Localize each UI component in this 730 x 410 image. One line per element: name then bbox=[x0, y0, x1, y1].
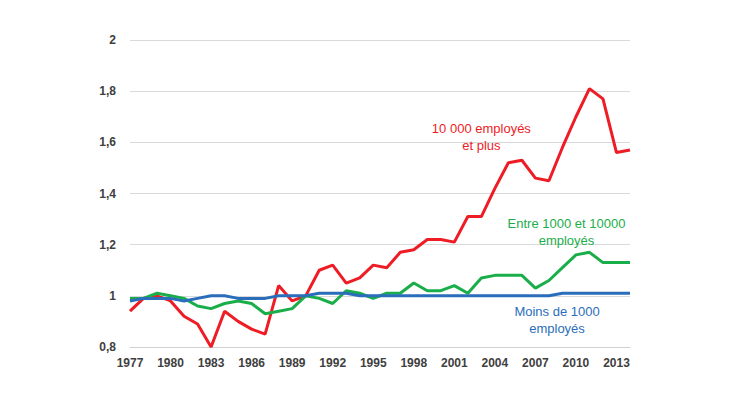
svg-text:2001: 2001 bbox=[441, 356, 468, 370]
svg-text:1,8: 1,8 bbox=[99, 84, 116, 98]
svg-text:1998: 1998 bbox=[400, 356, 427, 370]
svg-text:1980: 1980 bbox=[157, 356, 184, 370]
svg-text:1995: 1995 bbox=[360, 356, 387, 370]
svg-text:Moins de 1000: Moins de 1000 bbox=[514, 304, 599, 319]
svg-text:1989: 1989 bbox=[279, 356, 306, 370]
svg-text:employés: employés bbox=[539, 233, 595, 248]
svg-text:2: 2 bbox=[109, 33, 116, 47]
svg-text:1: 1 bbox=[109, 289, 116, 303]
svg-text:2007: 2007 bbox=[522, 356, 549, 370]
svg-text:1992: 1992 bbox=[319, 356, 346, 370]
svg-text:1,6: 1,6 bbox=[99, 135, 116, 149]
svg-text:1986: 1986 bbox=[238, 356, 265, 370]
svg-text:2004: 2004 bbox=[482, 356, 509, 370]
svg-text:2010: 2010 bbox=[563, 356, 590, 370]
svg-text:employés: employés bbox=[529, 321, 585, 336]
svg-text:1983: 1983 bbox=[198, 356, 225, 370]
svg-text:1,4: 1,4 bbox=[99, 187, 116, 201]
svg-text:1977: 1977 bbox=[117, 356, 144, 370]
svg-text:2013: 2013 bbox=[603, 356, 630, 370]
svg-text:0,8: 0,8 bbox=[99, 340, 116, 354]
svg-text:1,2: 1,2 bbox=[99, 238, 116, 252]
svg-text:et plus: et plus bbox=[462, 138, 501, 153]
svg-text:Entre 1000 et 10000: Entre 1000 et 10000 bbox=[508, 216, 626, 231]
svg-text:10 000 employés: 10 000 employés bbox=[432, 121, 532, 136]
